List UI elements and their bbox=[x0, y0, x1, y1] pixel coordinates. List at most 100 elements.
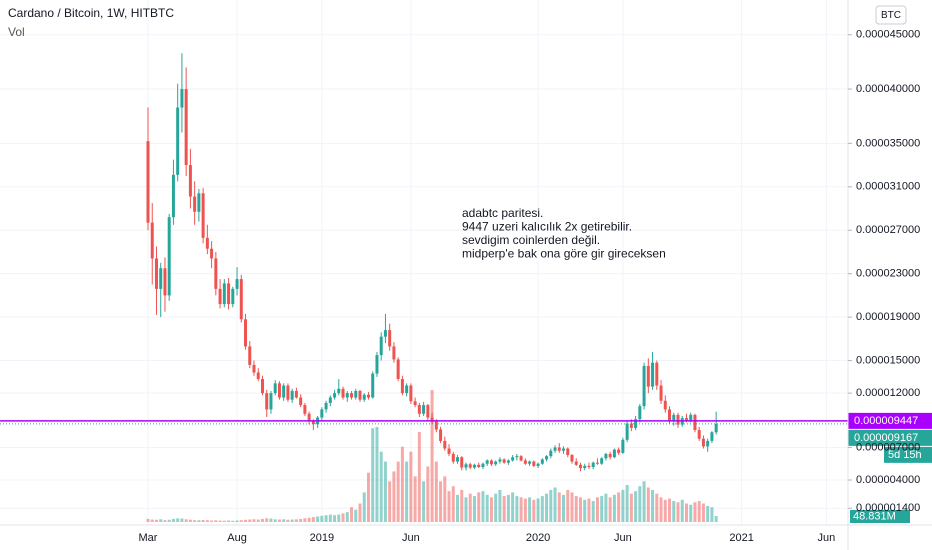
volume-bar bbox=[439, 481, 443, 522]
volume-bar bbox=[604, 493, 608, 522]
candle-body bbox=[617, 449, 621, 453]
candle-body bbox=[265, 393, 269, 410]
candle-body bbox=[273, 383, 277, 394]
candle-body bbox=[557, 447, 561, 451]
x-tick-label: 2021 bbox=[729, 532, 753, 544]
volume-bar bbox=[333, 515, 337, 522]
candle-body bbox=[659, 385, 663, 401]
volume-bar bbox=[328, 514, 332, 522]
candle-body bbox=[600, 458, 604, 464]
currency-button-frame[interactable] bbox=[875, 5, 907, 25]
volume-bar bbox=[587, 498, 591, 522]
currency-button[interactable]: BTC bbox=[875, 5, 907, 25]
candle-body bbox=[392, 346, 396, 360]
volume-bar bbox=[663, 499, 667, 522]
volume-bar bbox=[651, 489, 655, 522]
candle-body bbox=[634, 419, 638, 428]
volume-bar bbox=[545, 493, 549, 522]
candle-body bbox=[574, 461, 578, 465]
candle-body bbox=[231, 288, 235, 305]
x-tick-label: Aug bbox=[227, 532, 247, 544]
candle-body bbox=[689, 414, 693, 421]
candle-body bbox=[379, 336, 383, 356]
volume-bar bbox=[549, 489, 553, 522]
candle-body bbox=[396, 359, 400, 380]
candle-body bbox=[651, 362, 655, 387]
candle-body bbox=[299, 397, 303, 406]
candle-body bbox=[460, 457, 464, 468]
volume-bar bbox=[188, 519, 192, 522]
volume-bar bbox=[286, 519, 290, 522]
volume-bar bbox=[515, 496, 519, 522]
price-label: 0.000009167 bbox=[854, 432, 918, 444]
y-tick-label: 0.000019000 bbox=[856, 311, 920, 323]
candle-body bbox=[604, 453, 608, 459]
candle-body bbox=[646, 365, 650, 387]
volume-bar bbox=[210, 520, 214, 522]
candle-body bbox=[188, 165, 192, 197]
volume-bar bbox=[447, 491, 451, 522]
candle-body bbox=[545, 456, 549, 460]
candle-body bbox=[171, 174, 175, 218]
candle-body bbox=[290, 390, 294, 400]
y-tick-label: 0.000023000 bbox=[856, 268, 920, 280]
candle-body bbox=[587, 465, 591, 467]
volume-bar bbox=[511, 492, 515, 522]
volume-bar bbox=[536, 498, 540, 522]
volume-bar bbox=[167, 519, 171, 522]
volume-bar bbox=[422, 481, 426, 522]
candle-body bbox=[464, 464, 468, 468]
candle-body bbox=[210, 248, 214, 259]
volume-bar bbox=[684, 503, 688, 522]
volume-bar bbox=[294, 519, 298, 522]
volume-bar bbox=[214, 520, 218, 522]
candle-body bbox=[553, 447, 557, 451]
candle-body bbox=[583, 465, 587, 469]
volume-bar bbox=[362, 492, 366, 522]
candle-body bbox=[663, 400, 667, 410]
candle-body bbox=[515, 456, 519, 458]
volume-bar bbox=[205, 520, 209, 522]
candle-body bbox=[434, 421, 438, 430]
volume-bar bbox=[714, 515, 718, 522]
y-tick-label: 0.000015000 bbox=[856, 354, 920, 366]
volume-bar bbox=[502, 496, 506, 522]
y-tick-label: 0.000007000 bbox=[856, 441, 920, 453]
volume-bar bbox=[451, 486, 455, 522]
volume-bar bbox=[570, 492, 574, 522]
volume-bar bbox=[379, 451, 383, 522]
volume-bar bbox=[218, 520, 222, 522]
volume-bar bbox=[434, 461, 438, 522]
y-tick-label: 0.000027000 bbox=[856, 224, 920, 236]
candle-body bbox=[176, 107, 180, 175]
candle-body bbox=[375, 355, 379, 374]
candle-body bbox=[184, 89, 188, 166]
candle-body bbox=[426, 405, 430, 418]
candle-body bbox=[511, 457, 515, 461]
x-tick-label: Jun bbox=[402, 532, 420, 544]
candle-body bbox=[244, 319, 248, 347]
candle-body bbox=[443, 440, 447, 449]
annotation-line: midperp'e bak ona göre gir gireceksen bbox=[462, 247, 666, 261]
candle-body bbox=[277, 383, 281, 398]
volume-bar bbox=[201, 520, 205, 522]
candle-body bbox=[413, 401, 417, 406]
candle-body bbox=[222, 283, 226, 305]
volume-bar bbox=[646, 487, 650, 522]
candle-body bbox=[341, 388, 345, 398]
volume-bar bbox=[595, 497, 599, 522]
candle-body bbox=[307, 413, 311, 422]
volume-bar bbox=[176, 518, 180, 522]
candle-body bbox=[532, 461, 536, 466]
volume-bar bbox=[680, 499, 684, 522]
volume-bar bbox=[350, 507, 354, 522]
currency-label[interactable]: BTC bbox=[881, 10, 901, 21]
volume-bar bbox=[498, 489, 502, 522]
candle-body bbox=[345, 393, 349, 398]
volume-bar bbox=[159, 519, 163, 522]
volume-bar bbox=[481, 491, 485, 522]
candle-body bbox=[163, 268, 167, 296]
candle-body bbox=[693, 414, 697, 431]
candle-body bbox=[519, 456, 523, 461]
volume-bar bbox=[642, 481, 646, 522]
